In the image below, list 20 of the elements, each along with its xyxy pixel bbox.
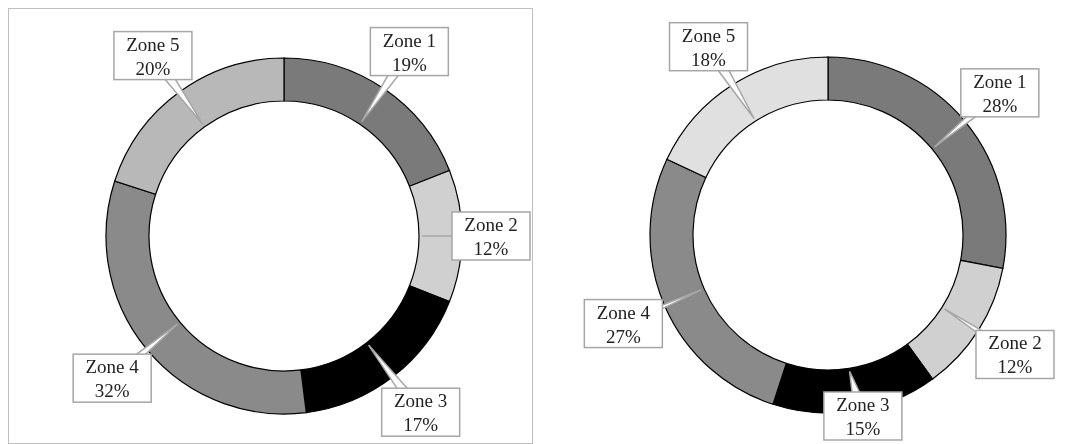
data-label: 20% [135, 57, 171, 79]
data-label: 28% [982, 94, 1018, 116]
data-label: 15% [845, 418, 881, 439]
data-label: 17% [403, 414, 439, 436]
data-label: 18% [691, 48, 727, 70]
slice-label: Zone 1 [382, 29, 436, 51]
data-label: 32% [94, 380, 130, 402]
data-label: 12% [473, 238, 509, 259]
slice-label: Zone 2 [988, 332, 1042, 354]
slice-label: Zone 5 [126, 33, 180, 55]
data-label: 12% [997, 356, 1033, 378]
data-label: 19% [391, 53, 427, 75]
slice-label: Zone 3 [394, 390, 448, 412]
data-label: 27% [605, 325, 641, 347]
slice-label: Zone 4 [596, 301, 651, 323]
slice-label: Zone 5 [681, 24, 736, 46]
slice-label: Zone 1 [973, 70, 1027, 92]
slice-label: Zone 4 [85, 356, 140, 378]
slice-label: Zone 3 [836, 394, 890, 415]
slice-label: Zone 2 [464, 214, 518, 235]
